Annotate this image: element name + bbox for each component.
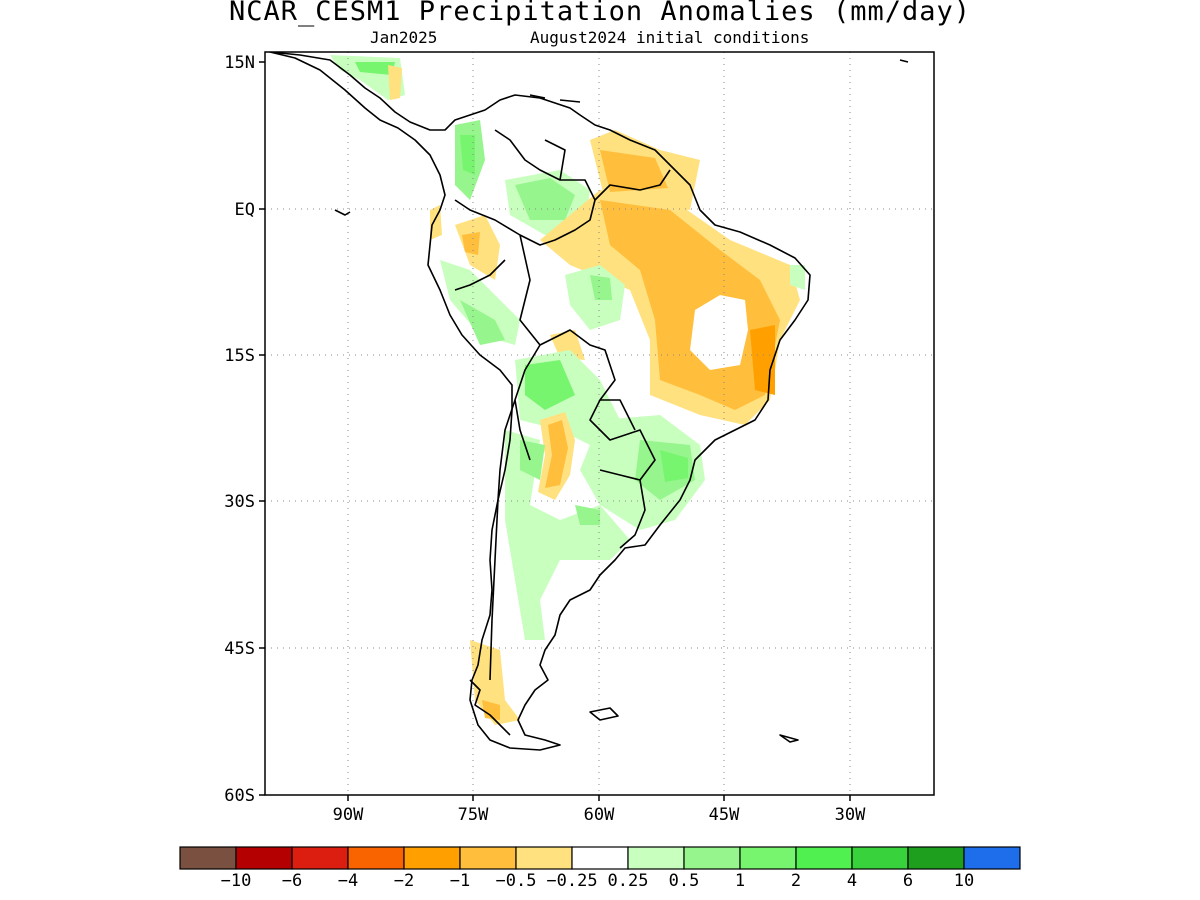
colorbar-label: −4	[338, 871, 358, 891]
galapagos-islands	[334, 209, 351, 216]
coastlines-and-borders	[269, 52, 909, 751]
colorbar-label: −6	[282, 871, 302, 891]
latitude-tick-label: 15S	[224, 346, 255, 366]
initial-conditions-label: August2024 initial conditions	[530, 28, 810, 47]
colorbar-swatch	[627, 846, 685, 870]
falkland-islands	[589, 707, 619, 721]
colorbar-label: 6	[903, 871, 913, 891]
anomaly-fields	[330, 55, 805, 725]
colorbar-label: −2	[394, 871, 414, 891]
colorbar-swatch	[851, 846, 909, 870]
south-america-coastline	[269, 52, 811, 751]
forecast-month: Jan2025	[370, 28, 438, 47]
latitude-tick-label: 15N	[224, 53, 255, 73]
colorbar-swatch	[739, 846, 797, 870]
colorbar-swatch	[907, 846, 965, 870]
colorbar-swatch	[795, 846, 853, 870]
longitude-tick-label: 45W	[709, 805, 740, 825]
chilean-fjords	[469, 679, 511, 736]
latitude-tick-label: 30S	[224, 492, 255, 512]
longitude-tick-label: 60W	[584, 805, 615, 825]
colorbar-swatch	[515, 846, 573, 870]
colorbar-label: −1	[450, 871, 470, 891]
colorbar-label: 4	[847, 871, 857, 891]
longitude-tick-label: 90W	[333, 805, 364, 825]
south-georgia	[779, 734, 799, 743]
colorbar-label: 1	[735, 871, 745, 891]
colorbar: −10 −6 −4 −2 −1 −0.5 −0.25 0.25 0.5 1 2 4 6 10	[179, 846, 1021, 891]
colorbar-swatch	[179, 846, 237, 870]
colorbar-label: −0.5	[496, 871, 537, 891]
latitude-tick-label: 45S	[224, 639, 255, 659]
latitude-axis: 15N EQ 15S 30S 45S 60S	[224, 53, 265, 806]
colorbar-label: 0.5	[669, 871, 700, 891]
colorbar-swatch	[347, 846, 405, 870]
colorbar-swatch	[235, 846, 293, 870]
latitude-tick-label: 60S	[224, 786, 255, 806]
colorbar-label: 0.25	[608, 871, 649, 891]
country-borders	[454, 129, 671, 681]
caribbean-islands	[529, 59, 909, 103]
longitude-tick-label: 30W	[835, 805, 866, 825]
latitude-tick-label: EQ	[235, 200, 255, 220]
colorbar-label: −0.25	[546, 871, 597, 891]
colorbar-swatch	[571, 846, 629, 870]
colorbar-label: −10	[221, 871, 252, 891]
longitude-tick-label: 75W	[458, 805, 489, 825]
colorbar-swatch	[291, 846, 349, 870]
colorbar-swatch	[963, 846, 1021, 870]
colorbar-swatch	[459, 846, 517, 870]
colorbar-swatch	[683, 846, 741, 870]
longitude-axis: 90W 75W 60W 45W 30W	[333, 795, 866, 825]
colorbar-label: 2	[791, 871, 801, 891]
colorbar-swatch	[403, 846, 461, 870]
colorbar-label: 10	[954, 871, 974, 891]
map-title: NCAR_CESM1 Precipitation Anomalies (mm/d…	[229, 0, 971, 27]
